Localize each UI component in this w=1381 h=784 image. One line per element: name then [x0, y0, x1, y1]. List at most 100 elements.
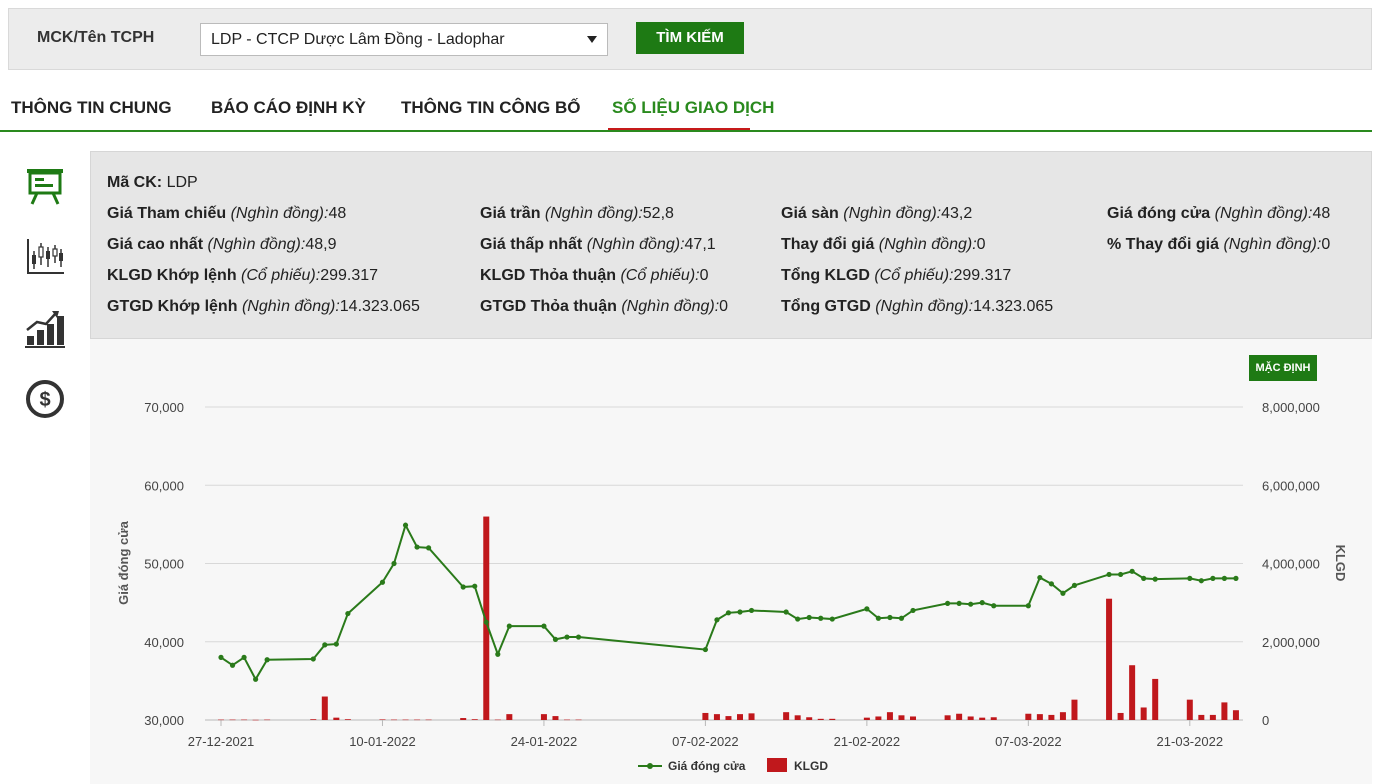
y-right-tick-label: 2,000,000	[1262, 635, 1320, 650]
price-point	[887, 614, 893, 621]
default-view-button[interactable]: MẶC ĐỊNH	[1249, 355, 1317, 381]
stock-select[interactable]: LDP - CTCP Dược Lâm Đồng - Ladophar	[200, 23, 608, 56]
price-point	[1118, 571, 1124, 578]
price-point	[575, 634, 582, 640]
price-point	[737, 609, 743, 615]
price-point	[968, 601, 974, 607]
y-left-tick-label: 30,000	[144, 713, 184, 728]
volume-bar	[886, 712, 893, 720]
price-point	[345, 610, 351, 617]
search-label: MCK/Tên TCPH	[37, 29, 155, 46]
y-right-tick-label: 6,000,000	[1262, 478, 1320, 493]
y-left-tick-label: 50,000	[144, 557, 184, 572]
price-point	[241, 654, 247, 661]
info-negotiated-value: GTGD Thỏa thuận (Nghìn đồng):0	[480, 298, 729, 315]
price-point	[1037, 574, 1043, 581]
volume-bar	[1106, 598, 1113, 720]
tab-disclosures[interactable]: THÔNG TIN CÔNG BỐ	[401, 98, 581, 117]
info-low-price: Giá thấp nhất (Nghìn đồng):47,1	[480, 236, 716, 253]
chart-container	[90, 339, 1372, 784]
info-total-volume: Tổng KLGD (Cổ phiếu):299.317	[781, 267, 1012, 284]
volume-bar	[1129, 665, 1136, 720]
volume-bar	[944, 715, 951, 720]
tab-trading-data[interactable]: SỐ LIỆU GIAO DỊCH	[612, 98, 775, 117]
price-point	[725, 610, 732, 616]
price-point	[1071, 582, 1078, 589]
svg-text:$: $	[39, 389, 50, 411]
price-point	[460, 584, 466, 590]
y-left-tick-label: 70,000	[144, 400, 184, 415]
legend-line-marker	[647, 763, 653, 769]
price-point	[1210, 575, 1216, 581]
price-point	[1233, 575, 1239, 581]
dollar-coin-icon[interactable]: $	[24, 378, 66, 420]
volume-bar	[713, 714, 720, 720]
price-point	[218, 654, 224, 661]
price-point	[910, 607, 916, 614]
volume-bar	[737, 714, 743, 720]
volume-bar	[506, 714, 513, 720]
price-point	[1048, 581, 1054, 587]
volume-bar	[379, 719, 386, 720]
volume-bar	[402, 719, 409, 721]
growth-bar-chart-icon[interactable]	[24, 308, 66, 350]
y-left-tick-label: 40,000	[144, 635, 184, 650]
volume-bar	[979, 717, 986, 720]
price-point	[564, 634, 570, 640]
volume-bar	[1232, 710, 1239, 720]
candlestick-chart-icon[interactable]	[24, 237, 66, 279]
x-tick-label: 07-02-2022	[672, 734, 739, 749]
volume-bar	[1221, 702, 1228, 720]
price-point	[898, 615, 905, 621]
price-point	[310, 656, 316, 662]
price-point	[875, 615, 882, 621]
tab-general-info[interactable]: THÔNG TIN CHUNG	[11, 98, 172, 117]
info-price-change: Thay đổi giá (Nghìn đồng):0	[781, 236, 986, 253]
volume-bar	[460, 718, 467, 720]
info-ceiling-price: Giá trần (Nghìn đồng):52,8	[480, 205, 674, 222]
stock-select-value: LDP - CTCP Dược Lâm Đồng - Ladophar	[211, 31, 505, 48]
price-point	[748, 607, 755, 614]
y-left-axis-title: Giá đóng cửa	[116, 520, 131, 605]
price-point	[945, 600, 951, 607]
search-button[interactable]: TÌM KIẾM	[636, 22, 744, 54]
volume-bar	[702, 712, 709, 720]
price-point	[379, 579, 386, 585]
price-point	[818, 615, 824, 621]
price-point	[714, 617, 720, 623]
volume-bar	[333, 717, 340, 720]
price-point	[1106, 571, 1112, 578]
volume-bar	[990, 717, 997, 720]
y-right-tick-label: 4,000,000	[1262, 557, 1320, 572]
volume-bar	[725, 716, 732, 720]
tab-periodic-reports[interactable]: BÁO CÁO ĐỊNH KỲ	[211, 98, 366, 117]
volume-bar	[575, 719, 582, 721]
price-point	[1187, 575, 1193, 581]
price-point	[414, 544, 420, 550]
volume-bar	[540, 714, 547, 720]
tab-bar: THÔNG TIN CHUNG BÁO CÁO ĐỊNH KỲ THÔNG TI…	[0, 86, 1372, 132]
price-point	[702, 646, 709, 653]
volume-bar	[344, 719, 351, 720]
price-point	[391, 560, 397, 567]
volume-bar	[425, 719, 432, 721]
volume-bar	[218, 719, 224, 721]
volume-bar	[1025, 713, 1032, 720]
price-point	[991, 603, 997, 609]
volume-bar	[483, 516, 490, 720]
x-tick-label: 27-12-2021	[188, 734, 255, 749]
price-point	[402, 522, 409, 528]
volume-bar	[564, 719, 570, 721]
price-point	[1198, 578, 1204, 584]
price-point	[229, 662, 236, 668]
volume-bar	[829, 718, 836, 720]
volume-bar	[1059, 712, 1066, 720]
price-point	[333, 641, 339, 647]
presentation-board-icon[interactable]	[24, 165, 66, 207]
volume-bar	[321, 696, 328, 720]
volume-bar	[783, 712, 790, 720]
price-point	[979, 600, 985, 606]
info-floor-price: Giá sàn (Nghìn đồng):43,2	[781, 205, 973, 222]
volume-bar	[863, 717, 870, 720]
volume-bar	[494, 719, 501, 721]
